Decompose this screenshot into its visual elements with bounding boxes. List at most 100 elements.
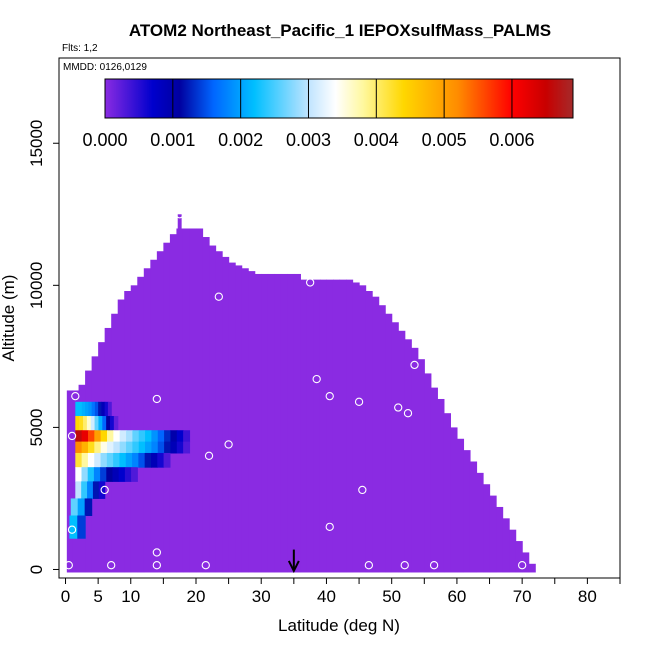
colorbar: 0.000 0.001 0.002 0.003 0.004 0.005 0.006 [82, 78, 574, 150]
sample-point [410, 360, 419, 370]
colorbar-tick-label: 0.004 [354, 130, 399, 150]
heatmap-cell [104, 401, 109, 417]
heatmap-cell [183, 430, 191, 443]
heatmap-cell [157, 430, 165, 443]
heatmap-cell [85, 401, 89, 417]
x-tick-label: 60 [447, 587, 466, 606]
envelope-column [326, 279, 334, 573]
heatmap-cell [113, 430, 121, 443]
sample-point [204, 451, 214, 460]
sample-point [341, 269, 351, 279]
envelope-column [424, 373, 432, 573]
envelope-column [313, 279, 321, 573]
sample-point [325, 522, 334, 531]
heatmap-cell [69, 515, 78, 539]
x-axis-label: Latitude (deg N) [278, 616, 400, 635]
envelope-column [189, 228, 197, 573]
heatmap-cell [124, 467, 132, 482]
sample-point [224, 440, 233, 449]
envelope-column [385, 313, 393, 573]
heatmap-cell [106, 416, 111, 431]
envelope-column [222, 256, 230, 573]
envelope-column [528, 563, 536, 573]
heatmap-cell [87, 467, 95, 482]
heatmap-cell [164, 441, 172, 454]
colorbar-tick-label: 0.002 [218, 130, 263, 150]
envelope-column [483, 484, 491, 573]
flights-label: Flts: 1,2 [62, 43, 98, 54]
heatmap-cell [98, 481, 106, 499]
sample-point [201, 561, 210, 570]
envelope-column [156, 251, 164, 573]
envelope-column [241, 268, 249, 573]
sample-point [518, 561, 527, 570]
x-tick-label: 5 [93, 587, 102, 606]
envelope-column [522, 552, 530, 573]
heatmap-cell [113, 416, 119, 431]
heatmap-cell [81, 401, 86, 417]
y-tick-label: 15000 [27, 120, 46, 167]
sample-point [107, 561, 116, 570]
heatmap-cell [70, 498, 79, 516]
heatmap-cell [92, 481, 100, 499]
dates-label: MMDD: 0126,0129 [63, 62, 147, 73]
heatmap-cell [163, 452, 171, 468]
sample-point [354, 397, 364, 406]
envelope-column [293, 273, 301, 573]
envelope-column [417, 359, 425, 573]
sample-point [152, 561, 161, 570]
envelope-column [228, 262, 236, 573]
plot-area [58, 57, 621, 579]
heatmap-cell [79, 416, 84, 431]
heatmap-cell [81, 481, 88, 499]
heatmap-cell [126, 441, 133, 454]
sample-point [394, 403, 403, 412]
heatmap-cell [77, 498, 86, 516]
y-axis-label: Altitude (m) [0, 275, 18, 362]
colorbar-tick-label: 0.006 [489, 130, 534, 150]
heatmap-cell [107, 430, 114, 443]
heatmap-cell [102, 416, 107, 431]
x-tick-label: 20 [187, 587, 206, 606]
heatmap-cell [132, 441, 140, 454]
envelope-column [404, 339, 412, 573]
sample-point [403, 306, 413, 316]
x-tick-label: 0 [61, 587, 70, 606]
envelope-column [489, 495, 497, 573]
heatmap-cell [118, 467, 126, 482]
heatmap-cell [87, 441, 95, 454]
heatmap-cell [107, 441, 114, 454]
heatmap-cell [145, 430, 153, 443]
heatmap-cell [75, 452, 83, 468]
heatmap-cell [170, 441, 178, 454]
envelope-column [346, 279, 354, 573]
heatmap-cell [150, 452, 158, 468]
heatmap-cell [107, 401, 112, 417]
envelope-column [143, 268, 151, 573]
envelope-column [319, 279, 328, 573]
envelope-column [182, 228, 191, 573]
heatmap-cell [132, 452, 139, 468]
heatmap-cell [90, 416, 96, 431]
sample-point [67, 431, 77, 441]
envelope-column [443, 413, 451, 573]
heatmap-cell [94, 416, 100, 431]
heatmap-cell [119, 441, 127, 454]
heatmap-cell [81, 441, 89, 454]
heatmap-cell [113, 452, 121, 468]
colorbar-tick-label: 0.001 [150, 130, 195, 150]
y-tick-label: 0 [27, 565, 46, 574]
colorbar-tick-label: 0.003 [286, 130, 331, 150]
envelope-column [332, 279, 341, 573]
envelope-column [130, 285, 138, 573]
heatmap-cell [170, 430, 178, 443]
envelope-column [209, 245, 217, 573]
envelope-column [163, 242, 171, 573]
envelope-column [202, 237, 210, 573]
heatmap-cell [87, 452, 95, 468]
sample-point [364, 561, 373, 570]
sample-point [305, 278, 315, 287]
envelope-column [235, 265, 243, 573]
x-tick-label: 40 [317, 587, 336, 606]
x-tick-label: 80 [578, 587, 597, 606]
